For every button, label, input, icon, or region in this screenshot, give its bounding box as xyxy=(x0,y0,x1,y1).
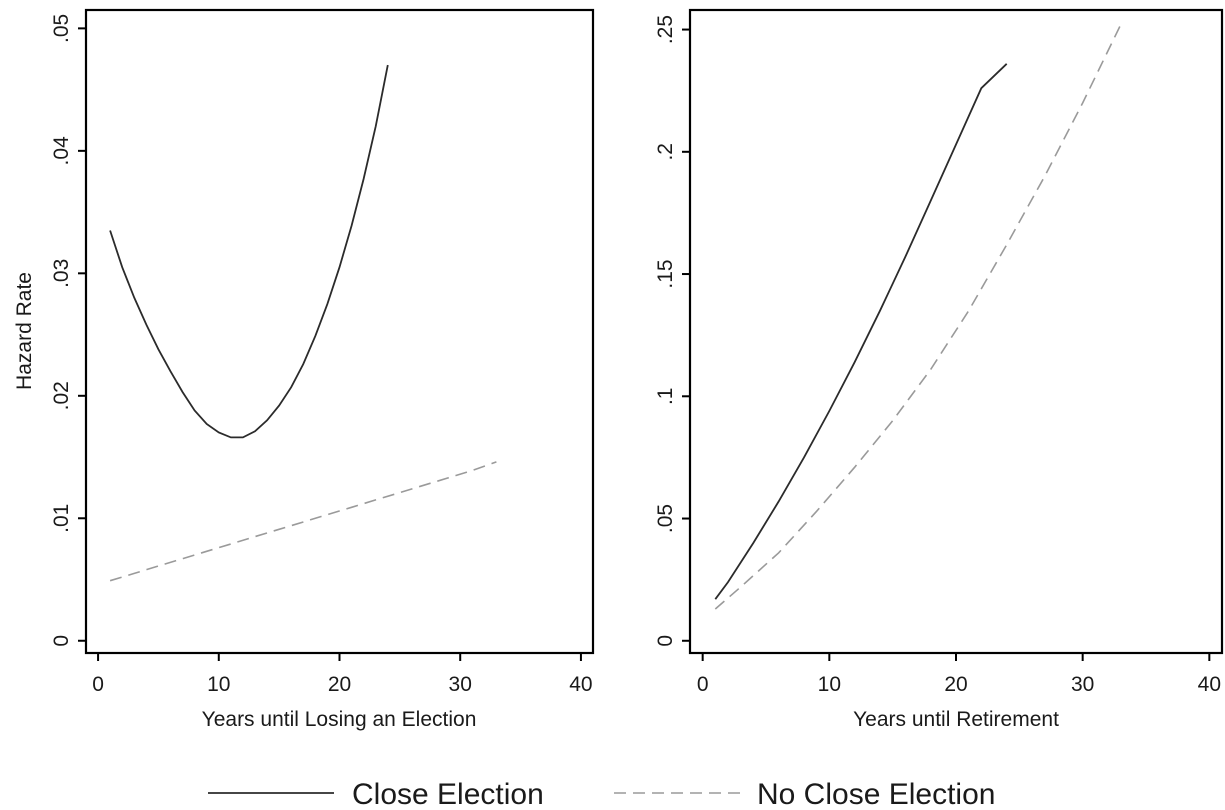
series-layer xyxy=(714,24,1122,610)
legend-label-close-election: Close Election xyxy=(352,778,544,810)
x-tick-label: 30 xyxy=(449,673,472,696)
x-tick-label: 40 xyxy=(569,673,592,696)
x-tick-label: 20 xyxy=(328,673,351,696)
y-tick-label: 0 xyxy=(50,635,73,647)
y-axis-ticks: 0 .05 .1 .15 .2 .25 xyxy=(654,15,690,647)
x-axis-ticks: 0 10 20 30 40 xyxy=(697,653,1221,696)
y-tick-label: 0 xyxy=(654,635,677,647)
x-axis-title: Years until Losing an Election xyxy=(202,708,477,731)
plot-frame xyxy=(84,8,595,655)
y-tick-label: .01 xyxy=(50,504,73,533)
series-line-no-close-election xyxy=(109,461,497,582)
y-tick-label: .15 xyxy=(654,259,677,288)
legend-label-no-close-election: No Close Election xyxy=(757,778,995,810)
panel-losing-election: 0 10 20 30 40 0 .01 .02 .03 .04 .05 Years until L… xyxy=(13,8,595,731)
y-axis-title: Hazard Rate xyxy=(13,272,36,390)
x-tick-label: 0 xyxy=(697,673,709,696)
y-tick-label: .04 xyxy=(50,136,73,166)
x-tick-label: 10 xyxy=(818,673,841,696)
x-tick-label: 10 xyxy=(207,673,230,696)
y-tick-label: .02 xyxy=(50,381,73,410)
y-tick-label: .1 xyxy=(654,388,677,406)
series-line-close-election xyxy=(109,64,389,439)
x-tick-label: 0 xyxy=(92,673,104,696)
x-tick-label: 40 xyxy=(1198,673,1221,696)
x-axis-title: Years until Retirement xyxy=(853,708,1059,731)
y-tick-label: .25 xyxy=(654,15,677,44)
legend: Close Election No Close Election xyxy=(208,778,995,810)
series-line-close-election xyxy=(714,63,1008,600)
x-tick-label: 20 xyxy=(944,673,967,696)
series-line-no-close-election xyxy=(714,24,1122,610)
y-tick-label: .03 xyxy=(50,259,73,288)
y-tick-label: .2 xyxy=(654,143,677,161)
y-tick-label: .05 xyxy=(654,504,677,533)
x-tick-label: 30 xyxy=(1071,673,1094,696)
y-axis-ticks: 0 .01 .02 .03 .04 .05 xyxy=(50,14,86,647)
panel-retirement: 0 10 20 30 40 0 .05 .1 .15 .2 .25 Years until Ret… xyxy=(654,8,1224,731)
x-axis-ticks: 0 10 20 30 40 xyxy=(92,653,593,696)
series-layer xyxy=(109,64,497,582)
y-tick-label: .05 xyxy=(50,14,73,43)
